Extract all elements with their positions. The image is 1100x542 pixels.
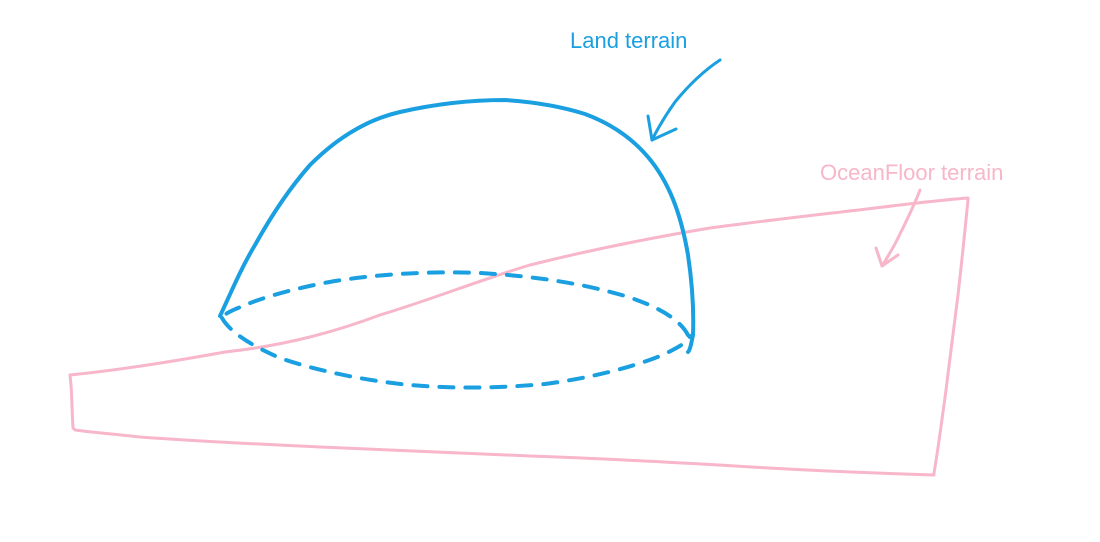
ocean-floor-shape [70, 198, 968, 475]
land-arrow-line [652, 60, 720, 140]
land-base-ellipse-back [222, 272, 688, 335]
diagram-canvas [0, 0, 1100, 542]
land-base-ellipse-front [222, 318, 690, 388]
ocean-arrow-line [882, 190, 920, 266]
land-terrain-label: Land terrain [570, 28, 687, 54]
ocean-floor-terrain-label: OceanFloor terrain [820, 160, 1003, 186]
ocean-arrow-head-l [876, 248, 882, 266]
land-dome-shape [220, 100, 693, 352]
land-arrow-head-l [648, 116, 652, 140]
